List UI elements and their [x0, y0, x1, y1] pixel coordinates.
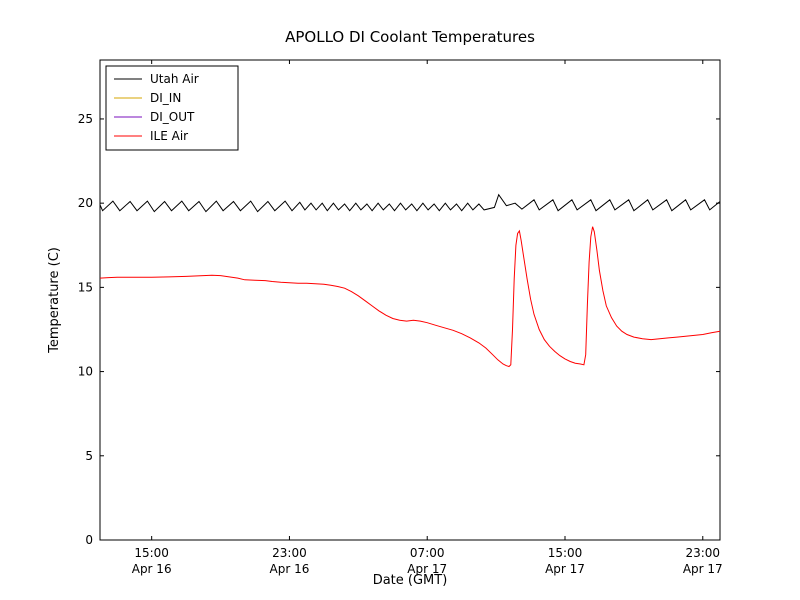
x-tick-label-date: Apr 17	[683, 562, 723, 576]
legend-label: DI_OUT	[150, 110, 195, 124]
x-tick-label-date: Apr 16	[270, 562, 310, 576]
legend-label: DI_IN	[150, 91, 181, 105]
y-tick-label: 10	[78, 365, 93, 379]
y-axis-label: Temperature (C)	[47, 247, 62, 354]
y-tick-label: 5	[85, 449, 93, 463]
x-axis-label: Date (GMT)	[373, 573, 448, 588]
plot-area: 0 5 10 15 20 25 15:00 Apr 16 23:00 Apr 16 07:00 Apr…	[78, 59, 723, 576]
x-tick-label-date: Apr 17	[407, 562, 447, 576]
legend: Utah Air DI_IN DI_OUT ILE Air	[105, 65, 239, 151]
x-tick-label-time: 07:00	[410, 546, 445, 560]
x-tick-label-time: 15:00	[134, 546, 169, 560]
y-tick-label: 0	[85, 533, 93, 547]
axes-frame	[99, 59, 721, 541]
x-tick-label-date: Apr 16	[132, 562, 172, 576]
x-tick-label-time: 23:00	[272, 546, 307, 560]
chart-title: APOLLO DI Coolant Temperatures	[285, 28, 535, 46]
y-tick-label: 20	[78, 196, 93, 210]
series-line-utah-air	[99, 193, 721, 213]
legend-label: ILE Air	[150, 129, 188, 143]
x-tick-label-time: 23:00	[685, 546, 720, 560]
y-tick-label: 15	[78, 280, 93, 294]
y-tick-label: 25	[78, 112, 93, 126]
x-tick-label-time: 15:00	[548, 546, 583, 560]
x-tick-label-date: Apr 17	[545, 562, 585, 576]
legend-label: Utah Air	[150, 72, 199, 86]
series-line-ile-air	[99, 226, 721, 368]
